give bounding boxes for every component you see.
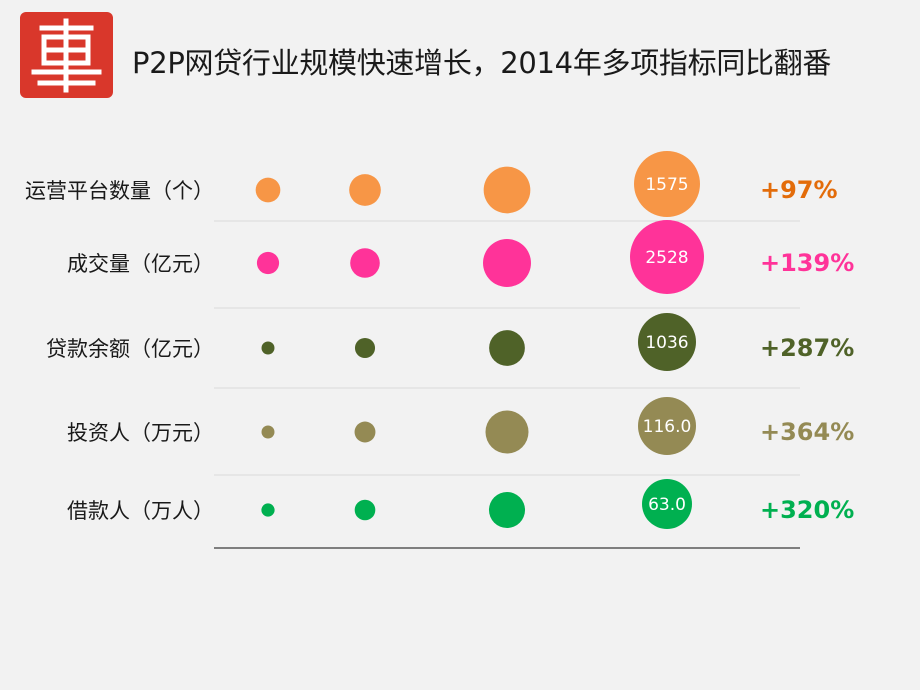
bubble xyxy=(483,239,531,287)
bubble xyxy=(642,479,692,529)
bubble xyxy=(638,397,696,455)
bubble xyxy=(630,220,704,294)
bubble xyxy=(350,248,380,278)
bubble xyxy=(634,151,700,217)
bubble xyxy=(261,503,275,517)
bubble-value-label: 1036 xyxy=(645,333,688,353)
bubble xyxy=(638,313,696,371)
bubble-value-label: 2528 xyxy=(645,248,688,268)
bubble-value-label: 63.0 xyxy=(648,495,686,515)
page-title: P2P网贷行业规模快速增长，2014年多项指标同比翻番 xyxy=(132,46,832,80)
bubble xyxy=(488,491,526,529)
growth-label: +364% xyxy=(760,418,855,446)
bubble xyxy=(489,330,525,366)
row-label: 贷款余额（亿元） xyxy=(46,337,214,361)
row-label: 成交量（亿元） xyxy=(67,252,214,276)
bubble xyxy=(483,166,531,214)
growth-label: +139% xyxy=(760,249,855,277)
bubble-value-label: 116.0 xyxy=(643,417,692,437)
bubble xyxy=(354,421,376,443)
bubble xyxy=(256,251,280,275)
row-label: 运营平台数量（个） xyxy=(25,179,214,203)
bubble xyxy=(354,499,376,521)
bubble-value-label: 1575 xyxy=(645,175,688,195)
growth-label: +320% xyxy=(760,496,855,524)
growth-label: +97% xyxy=(760,176,838,204)
bubble xyxy=(261,425,275,439)
growth-label: +287% xyxy=(760,334,855,362)
bubble xyxy=(261,341,275,355)
row-label: 借款人（万人） xyxy=(67,499,214,523)
row-label: 投资人（万元） xyxy=(67,421,214,445)
bubble xyxy=(349,174,381,206)
bubble xyxy=(354,337,376,359)
bubble xyxy=(485,410,529,454)
bubble xyxy=(255,177,281,203)
logo xyxy=(20,12,113,98)
red-seal-logo-icon xyxy=(31,18,102,93)
